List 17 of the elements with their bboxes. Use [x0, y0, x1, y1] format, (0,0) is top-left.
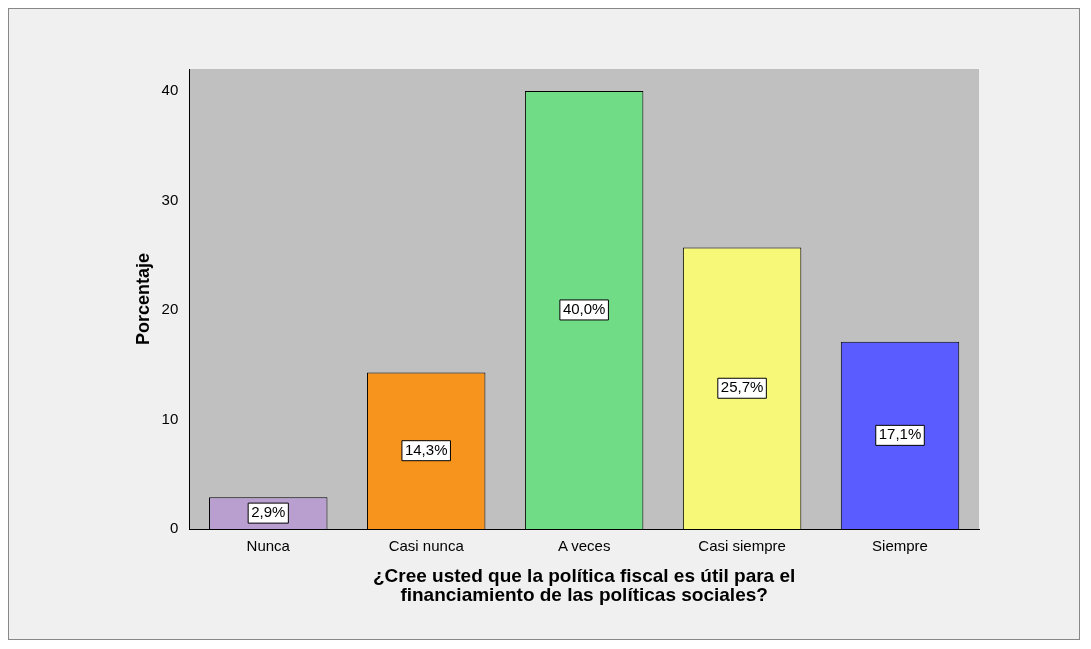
y-tick-label: 10: [161, 409, 179, 427]
x-tick-label: Casi nunca: [388, 537, 465, 555]
data-label: 14,3%: [404, 440, 448, 458]
y-tick-label: 30: [161, 190, 179, 208]
y-tick-label: 20: [161, 300, 179, 318]
x-axis-title: ¿Cree usted que la política fiscal es útil para el financiamiento de las políticas sociales?: [372, 564, 796, 605]
y-axis-title: Porcentaje: [132, 252, 153, 346]
y-tick-label: 0: [169, 519, 179, 537]
x-tick-label: Casi siempre: [698, 537, 786, 555]
data-label: 25,7%: [720, 378, 764, 396]
x-tick-label: Nunca: [246, 537, 291, 555]
data-label: 2,9%: [251, 503, 286, 521]
x-tick-label: A veces: [557, 537, 611, 555]
x-tick-label: Siempre: [872, 537, 928, 555]
data-label: 17,1%: [878, 425, 922, 443]
y-tick-label: 40: [161, 81, 179, 99]
data-label: 40,0%: [562, 300, 606, 318]
